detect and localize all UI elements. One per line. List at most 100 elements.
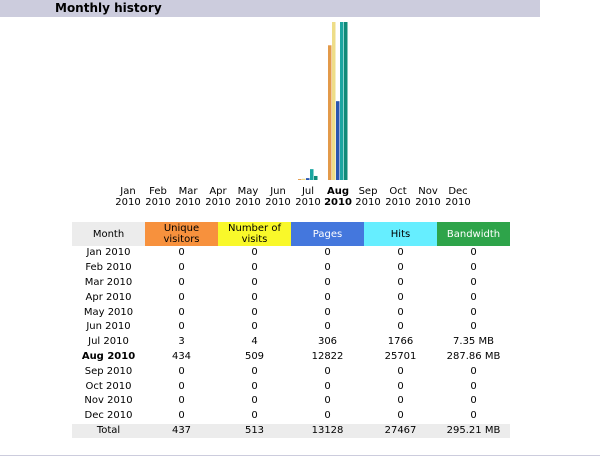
bar xyxy=(298,179,302,180)
row: Feb 2010 0 0 0 0 0 xyxy=(72,261,510,276)
bar xyxy=(314,175,318,180)
year-label: 2010 xyxy=(115,197,140,208)
column-header: Pages xyxy=(291,222,364,246)
row: Jun 2010 0 0 0 0 0 xyxy=(72,320,510,335)
cell: 513 xyxy=(218,423,291,439)
cell: 0 xyxy=(470,306,477,318)
cell: 0 xyxy=(178,276,185,288)
year-label: 2010 xyxy=(205,197,230,208)
cell: 0 xyxy=(324,291,331,303)
cell: Jan 2010 xyxy=(86,247,131,259)
cell: 0 xyxy=(251,321,258,333)
month-label: Apr xyxy=(209,186,227,197)
month-label: Jan xyxy=(119,186,135,197)
year-label: 2010 xyxy=(445,197,470,208)
cell: Aug 2010 xyxy=(81,350,136,362)
year-label: 2010 xyxy=(385,197,410,208)
year-label: 2010 xyxy=(295,197,320,208)
cell: 0 xyxy=(397,380,404,392)
cell: 0 xyxy=(470,276,477,288)
month-label: Nov xyxy=(418,186,438,197)
cell: 0 xyxy=(470,321,477,333)
bar xyxy=(306,178,310,180)
cell: Feb 2010 xyxy=(85,262,132,274)
cell: 0 xyxy=(470,262,477,274)
cell: Jun 2010 xyxy=(86,321,131,333)
month-label: Aug xyxy=(327,186,349,197)
year-label: 2010 xyxy=(235,197,260,208)
year-label: 2010 xyxy=(265,197,290,208)
history-table: Month Unique visitors Number of visits Page… xyxy=(72,222,510,439)
cell: 0 xyxy=(397,410,404,422)
cell: 0 xyxy=(324,306,331,318)
cell: 0 xyxy=(324,380,331,392)
bar xyxy=(332,22,336,180)
cell: 306 xyxy=(317,336,338,348)
cell: 0 xyxy=(470,291,477,303)
column-header: Unique visitors xyxy=(145,222,218,246)
month-label: Jul xyxy=(301,186,314,197)
month-label: May xyxy=(238,186,259,197)
cell: 0 xyxy=(324,321,331,333)
cell: 0 xyxy=(397,365,404,377)
row: Mar 2010 0 0 0 0 0 xyxy=(72,276,510,291)
cell: May 2010 xyxy=(83,306,134,318)
row: Aug 2010 434 509 12822 25701 287.86 MB xyxy=(72,350,510,365)
cell: 0 xyxy=(397,395,404,407)
cell: 13128 xyxy=(291,423,364,439)
month-label: Jun xyxy=(269,186,286,197)
column-header: Month xyxy=(72,222,145,246)
cell: 0 xyxy=(470,410,477,422)
month-label: Mar xyxy=(179,186,199,197)
divider xyxy=(0,455,600,456)
cell: 0 xyxy=(324,410,331,422)
cell: 4 xyxy=(251,336,258,348)
cell: 509 xyxy=(244,350,265,362)
cell: 0 xyxy=(397,321,404,333)
column-header: Number of visits xyxy=(218,222,291,246)
cell: 3 xyxy=(178,336,185,348)
cell: 0 xyxy=(397,276,404,288)
cell: 0 xyxy=(324,247,331,259)
chart: Jan2010Feb2010Mar2010Apr2010May2010Jun20… xyxy=(115,22,471,208)
cell: Jul 2010 xyxy=(88,336,129,348)
cell: 25701 xyxy=(384,350,417,362)
cell: 0 xyxy=(397,306,404,318)
bar xyxy=(328,45,332,180)
bar xyxy=(310,169,314,180)
cell: 0 xyxy=(251,247,258,259)
cell: 437 xyxy=(145,423,218,439)
cell: 0 xyxy=(178,395,185,407)
cell: 0 xyxy=(470,247,477,259)
cell: Apr 2010 xyxy=(85,291,132,303)
month-label: Dec xyxy=(448,186,467,197)
cell: Dec 2010 xyxy=(84,410,133,422)
cell: 0 xyxy=(324,262,331,274)
column-header: Bandwidth xyxy=(437,222,510,246)
row: Oct 2010 0 0 0 0 0 xyxy=(72,379,510,394)
total: Total 437 513 13128 27467 295.21 MB xyxy=(72,423,510,439)
bar xyxy=(302,178,306,180)
month-label: Sep xyxy=(359,186,378,197)
bar xyxy=(344,22,348,180)
cell: 0 xyxy=(178,262,185,274)
row: Jul 2010 3 4 306 1766 7.35 MB xyxy=(72,335,510,350)
cell: 0 xyxy=(470,380,477,392)
year-label: 2010 xyxy=(415,197,440,208)
cell: 0 xyxy=(324,365,331,377)
month-label: Feb xyxy=(149,186,167,197)
cell: 0 xyxy=(397,247,404,259)
bar xyxy=(336,101,340,180)
cell: Oct 2010 xyxy=(85,380,132,392)
cell: 0 xyxy=(251,410,258,422)
cell: Total xyxy=(72,423,145,439)
cell: 0 xyxy=(178,365,185,377)
cell: Mar 2010 xyxy=(84,276,133,288)
cell: 0 xyxy=(178,291,185,303)
cell: 1766 xyxy=(387,336,414,348)
column-header: Hits xyxy=(364,222,437,246)
cell: 0 xyxy=(324,395,331,407)
cell: 0 xyxy=(324,276,331,288)
cell: 0 xyxy=(251,262,258,274)
